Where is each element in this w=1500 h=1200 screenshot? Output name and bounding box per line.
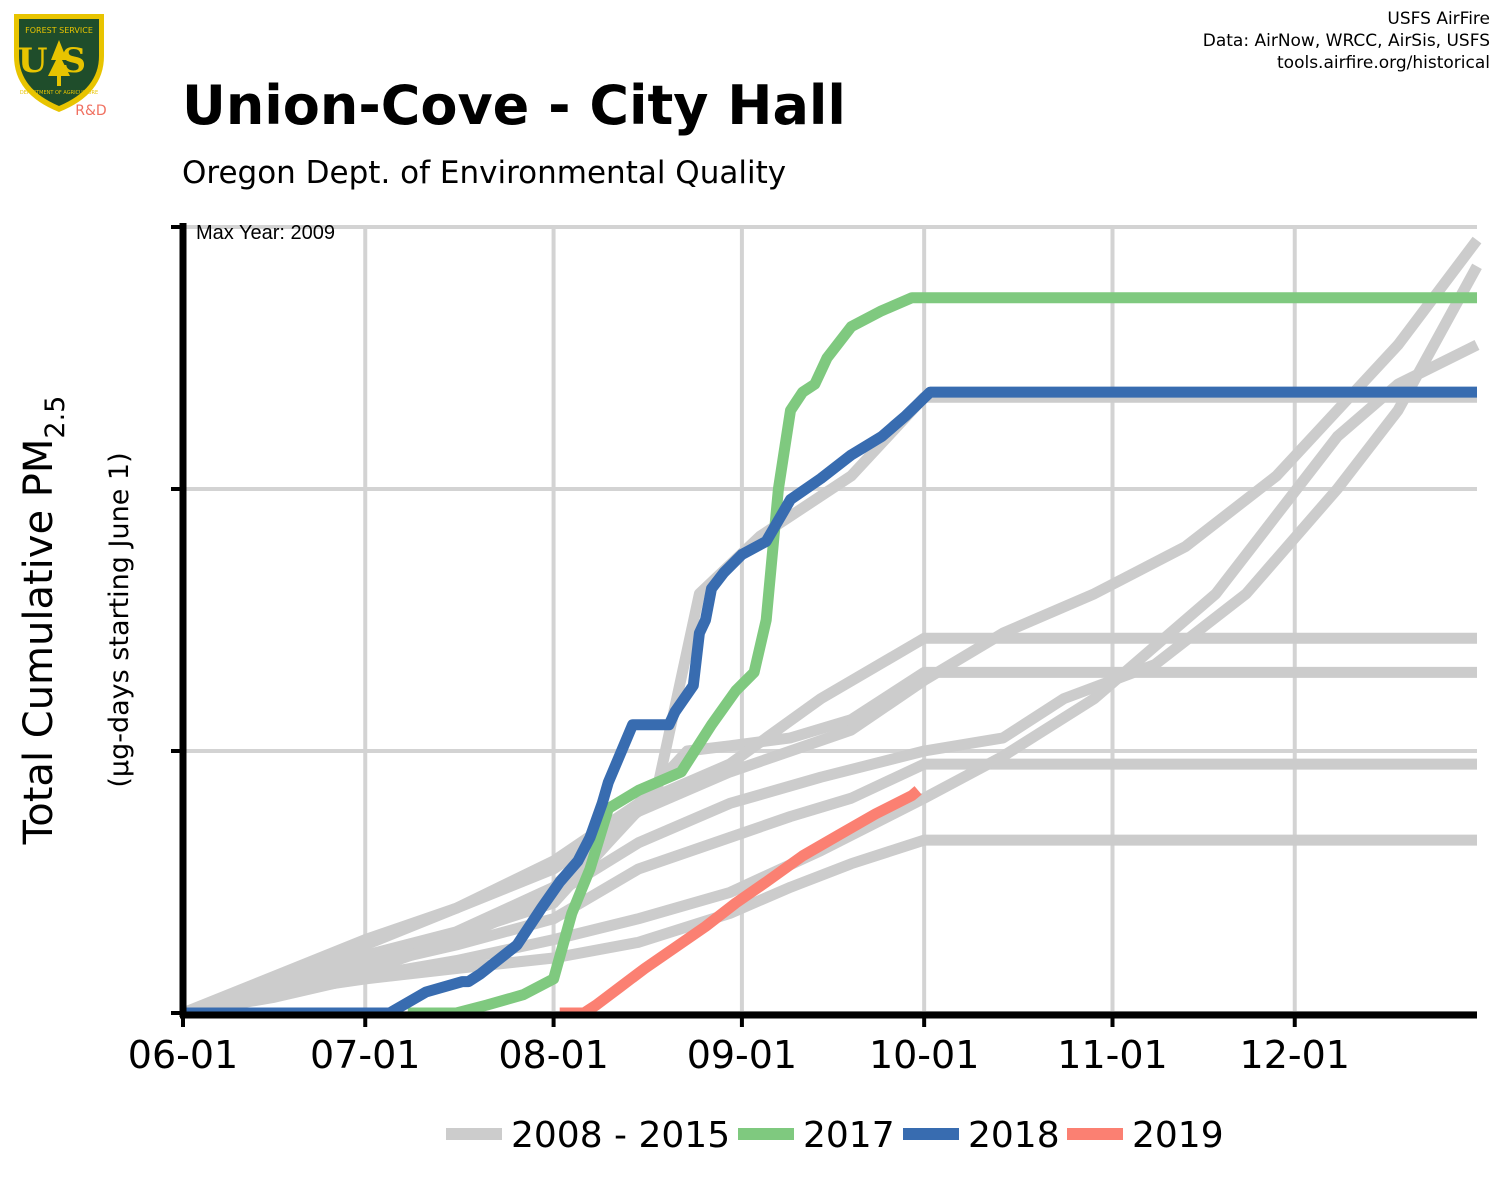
axes <box>171 223 1477 1019</box>
y-axis-subscript: 2.5 <box>40 396 71 439</box>
legend-label: 2017 <box>803 1115 895 1156</box>
rd-badge: R&D <box>75 103 106 118</box>
svg-text:Total Cumulative PM2.5: Total Cumulative PM2.5 <box>16 396 71 846</box>
tree-icon <box>48 40 70 86</box>
x-tick-label: 11-01 <box>1057 1033 1167 1077</box>
x-tick-label: 07-01 <box>310 1033 420 1077</box>
credit-line: USFS AirFire <box>1387 9 1490 29</box>
legend-item: 2019 <box>1067 1115 1224 1156</box>
credits: USFS AirFire Data: AirNow, WRCC, AirSis,… <box>1203 8 1490 74</box>
y-axis-label: Total Cumulative PM2.5 <box>16 396 71 846</box>
series-line-2019 <box>559 786 922 1019</box>
chart-subtitle: Oregon Dept. of Environmental Quality <box>182 155 787 191</box>
credit-line: tools.airfire.org/historical <box>1277 53 1490 73</box>
series-lines <box>180 236 1482 1019</box>
logo-text-top: FOREST SERVICE <box>25 26 93 35</box>
x-tick-label: 06-01 <box>128 1033 238 1077</box>
grid-lines <box>181 225 1477 1015</box>
x-tick-label: 08-01 <box>498 1033 608 1077</box>
y-axis-sublabel: (µg-days starting June 1) <box>104 452 135 787</box>
chart-title: Union-Cove - City Hall <box>182 74 846 137</box>
legend-item: 2008 - 2015 <box>446 1115 730 1156</box>
usfs-logo: FOREST SERVICE US DEPARTMENT OF AGRICULT… <box>14 14 107 118</box>
legend: 2008 - 2015 2017 2018 2019 <box>446 1115 1224 1156</box>
legend-item: 2017 <box>738 1115 895 1156</box>
x-tick-label: 12-01 <box>1240 1033 1350 1077</box>
legend-label: 2019 <box>1132 1115 1224 1156</box>
y-axis-subtitle: (µg-days starting June 1) <box>104 452 135 787</box>
x-tick-label: 10-01 <box>869 1033 979 1077</box>
series-line-historical <box>180 236 1482 1019</box>
series-line-2017 <box>407 292 1477 1019</box>
x-axis-ticks: 06-01 07-01 08-01 09-01 10-01 11-01 12-01 <box>128 1013 1350 1077</box>
series-line-historical <box>181 263 1482 1019</box>
credit-line: Data: AirNow, WRCC, AirSis, USFS <box>1202 31 1490 51</box>
series-line-historical <box>181 834 1477 1019</box>
legend-label: 2018 <box>968 1115 1060 1156</box>
legend-item: 2018 <box>903 1115 1060 1156</box>
x-tick-label: 09-01 <box>687 1033 797 1077</box>
y-axis-title: Total Cumulative PM <box>16 439 62 846</box>
series-line-2018 <box>183 386 1477 1019</box>
series-line-historical <box>182 339 1480 1019</box>
max-year-annotation: Max Year: 2009 <box>196 222 335 244</box>
logo-text-bottom: DEPARTMENT OF AGRICULTURE <box>20 90 98 96</box>
legend-label: 2008 - 2015 <box>511 1115 730 1156</box>
